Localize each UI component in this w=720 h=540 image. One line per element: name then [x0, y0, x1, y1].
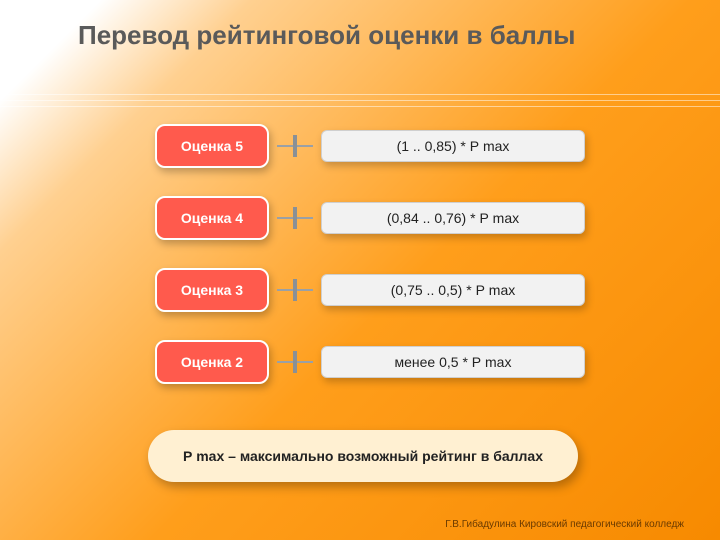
- grade-badge-4: Оценка 4: [155, 196, 269, 240]
- grade-badge-2: Оценка 2: [155, 340, 269, 384]
- grade-row: Оценка 3 (0,75 .. 0,5) * Р max: [155, 268, 585, 312]
- slide-title: Перевод рейтинговой оценки в баллы: [78, 20, 618, 51]
- legend-box: Р max – максимально возможный рейтинг в …: [148, 430, 578, 482]
- connector-icon: [269, 347, 321, 377]
- slide: Перевод рейтинговой оценки в баллы Оценк…: [0, 0, 720, 540]
- grade-rows: Оценка 5 (1 .. 0,85) * Р max Оценка 4 (0…: [155, 124, 585, 412]
- formula-2: менее 0,5 * Р max: [321, 346, 585, 378]
- grade-badge-3: Оценка 3: [155, 268, 269, 312]
- grade-row: Оценка 4 (0,84 .. 0,76) * Р max: [155, 196, 585, 240]
- formula-3: (0,75 .. 0,5) * Р max: [321, 274, 585, 306]
- grade-row: Оценка 2 менее 0,5 * Р max: [155, 340, 585, 384]
- grade-row: Оценка 5 (1 .. 0,85) * Р max: [155, 124, 585, 168]
- decorative-lines: [0, 94, 720, 112]
- connector-icon: [269, 131, 321, 161]
- grade-badge-5: Оценка 5: [155, 124, 269, 168]
- connector-icon: [269, 203, 321, 233]
- formula-5: (1 .. 0,85) * Р max: [321, 130, 585, 162]
- formula-4: (0,84 .. 0,76) * Р max: [321, 202, 585, 234]
- connector-icon: [269, 275, 321, 305]
- footer-credit: Г.В.Гибадулина Кировский педагогический …: [445, 519, 684, 530]
